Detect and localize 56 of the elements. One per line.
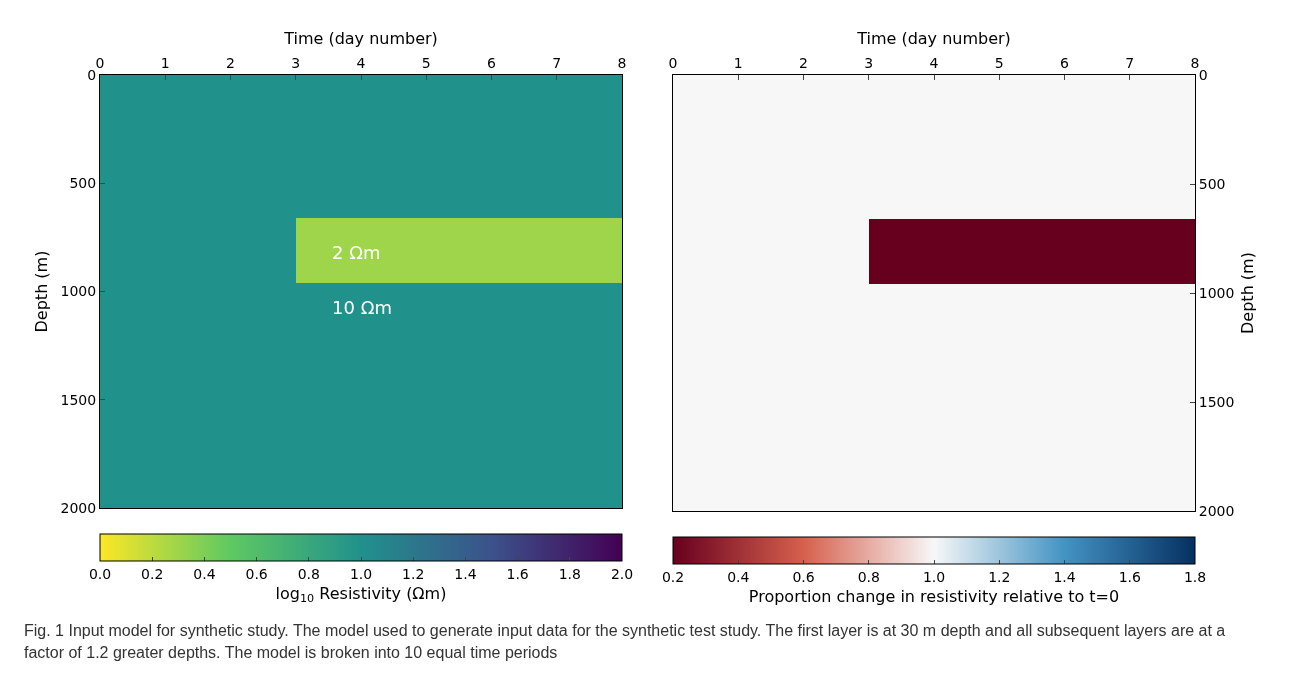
y-tick-label: 500 [69, 175, 97, 192]
color-bar-label: 0.6 [792, 568, 815, 585]
x-tick-label: 4 [356, 55, 366, 72]
x-tick-label: 5 [994, 55, 1004, 72]
x-tick-label: 1 [733, 55, 743, 72]
x-tick-label: 2 [799, 55, 808, 72]
color-bar-label: 0.2 [661, 568, 685, 585]
y-tick-label: 1000 [1198, 284, 1235, 301]
y-tick-label: 1500 [60, 391, 97, 408]
color-bar-label: 1.4 [1053, 568, 1076, 585]
y-axis-title: Depth (m) [32, 250, 52, 333]
annotation: 10 Ωm [332, 297, 392, 318]
color-bar-label: 1.2 [402, 565, 425, 582]
x-tick-label: 3 [864, 55, 874, 72]
y-tick-label: 1500 [1198, 393, 1235, 410]
color-bar-title: Proportion change in resistivity relative to t=0 [748, 586, 1120, 606]
y-axis-title: Depth (m) [1238, 252, 1258, 334]
x-tick-label: 4 [929, 55, 939, 72]
x-tick-label: 7 [1125, 55, 1135, 72]
x-tick-label: 5 [421, 55, 431, 72]
color-bar-label: 1.0 [349, 565, 373, 582]
y-tick-label: 500 [1198, 175, 1226, 192]
color-bar-label: 0.0 [88, 565, 112, 582]
color-bar-label: 0.6 [245, 565, 268, 582]
x-tick-label: 8 [617, 55, 627, 72]
x-tick-label: 6 [1060, 55, 1070, 72]
color-bar-label: 1.8 [558, 565, 581, 582]
x-tick-label: 3 [291, 55, 301, 72]
color-bar-label: 0.2 [141, 565, 164, 582]
x-tick-label: 2 [226, 55, 235, 72]
x-axis-title: Time (day number) [283, 29, 438, 49]
color-bar-label: 2.0 [610, 565, 634, 582]
x-tick-label: 1 [160, 55, 170, 72]
x-tick-label: 8 [1190, 55, 1200, 72]
color-bar-title: log$_{10}$ Resistivity (Ωm) [275, 583, 447, 606]
x-tick-label: 7 [552, 55, 562, 72]
color-bar-label: 1.4 [454, 565, 477, 582]
color-bar-label: 1.6 [1118, 568, 1141, 585]
y-tick-label: 0 [1198, 66, 1208, 83]
caption: Fig. 1 Input model for synthetic study. The model used to generate input data for the synthetic test study. The first layer is at 30 m depth and all subsequent layers are at a factor of 1.2 greater depths. The model is broken into 10 equal time periods [24, 621, 1227, 664]
color-bar-label: 0.4 [727, 568, 750, 585]
color-bar-label: 0.8 [297, 565, 320, 582]
x-tick-label: 6 [487, 55, 497, 72]
color-bar-label: 1.2 [988, 568, 1011, 585]
y-tick-label: 2000 [60, 499, 97, 516]
annotation: 2 Ωm [332, 242, 381, 263]
y-tick-label: 2000 [1198, 502, 1235, 519]
y-tick-label: 0 [87, 66, 97, 83]
color-bar-label: 1.6 [506, 565, 529, 582]
color-bar-label: 0.4 [193, 565, 216, 582]
color-bar-label: 0.8 [857, 568, 880, 585]
color-bar-label: 1.0 [922, 568, 946, 585]
x-axis-title: Time (day number) [856, 29, 1011, 49]
y-tick-label: 1000 [60, 283, 97, 300]
x-tick-label: 0 [668, 55, 678, 72]
color-bar-label: 1.8 [1183, 568, 1207, 585]
